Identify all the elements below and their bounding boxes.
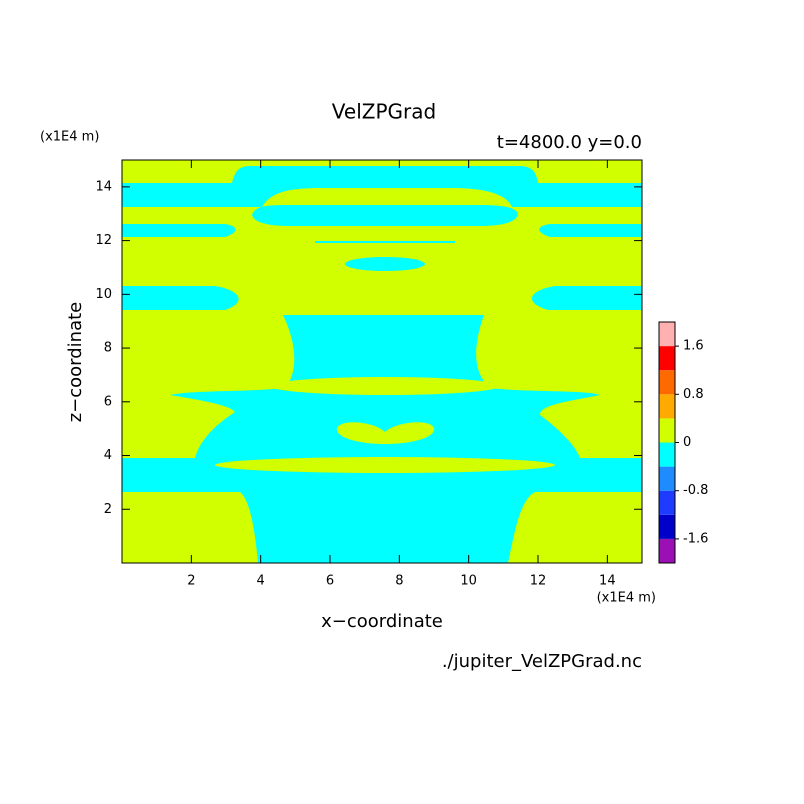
y-tick-label: 12 (95, 233, 112, 248)
y-tick-label: 6 (104, 394, 112, 409)
y-tick-label: 8 (104, 341, 112, 356)
subtitle: t=4800.0 y=0.0 (497, 132, 642, 153)
x-axis-label: x−coordinate (321, 611, 443, 632)
x-tick-label: 4 (257, 574, 265, 589)
colorbar-box (659, 370, 675, 395)
colorbar-tick-label: 0.8 (683, 387, 704, 402)
colorbar-box (659, 514, 675, 539)
x-tick-label: 10 (460, 574, 477, 589)
colorbar-tick-label: -1.6 (683, 531, 708, 546)
region (531, 286, 642, 310)
colorbar-tick-label: 0 (683, 435, 691, 450)
colorbar-box (659, 442, 675, 467)
chart-title: VelZPGrad (332, 100, 436, 124)
y-axis-label: z−coordinate (65, 302, 86, 423)
x-tick-label: 14 (599, 574, 616, 589)
region (122, 286, 239, 310)
colorbar-box (659, 490, 675, 515)
region (122, 224, 236, 237)
y-tick-label: 10 (95, 287, 112, 302)
y-tick-label: 4 (104, 448, 112, 463)
region (345, 257, 425, 271)
region (215, 457, 555, 473)
colorbar-box (659, 418, 675, 443)
x-tick-label: 12 (530, 574, 547, 589)
source: ./jupiter_VelZPGrad.nc (442, 651, 642, 672)
region (315, 241, 455, 243)
x-tick-label: 8 (395, 574, 403, 589)
colorbar-tick-label: -0.8 (683, 483, 708, 498)
colorbar-box (659, 538, 675, 563)
region (252, 205, 518, 226)
colorbar-tick-label: 1.6 (683, 339, 704, 354)
x-tick-label: 6 (326, 574, 334, 589)
colorbar-frame (658, 321, 676, 564)
y-unit: (x1E4 m) (40, 130, 99, 145)
colorbar-box (659, 322, 675, 347)
region (270, 377, 500, 395)
x-tick-label: 2 (187, 574, 195, 589)
region (539, 224, 642, 237)
y-tick-label: 2 (104, 502, 112, 517)
region (262, 188, 512, 207)
contour-field (122, 160, 642, 563)
y-tick-label: 14 (95, 179, 112, 194)
colorbar-box (659, 346, 675, 371)
colorbar-box (659, 394, 675, 419)
region (122, 166, 642, 207)
colorbar-box (659, 466, 675, 491)
x-unit: (x1E4 m) (597, 591, 656, 606)
plot-frame (121, 159, 643, 564)
region (336, 422, 435, 444)
